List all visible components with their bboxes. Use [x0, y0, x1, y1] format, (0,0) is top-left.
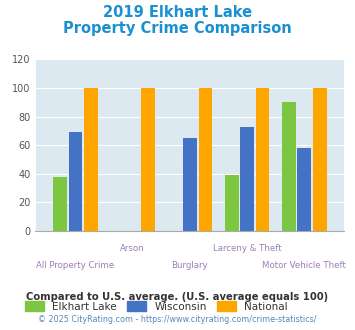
Text: Burglary: Burglary [171, 261, 208, 270]
Text: All Property Crime: All Property Crime [37, 261, 115, 270]
Text: Motor Vehicle Theft: Motor Vehicle Theft [262, 261, 346, 270]
Text: Arson: Arson [120, 244, 145, 253]
Bar [69, 132, 82, 231]
Bar [240, 127, 254, 231]
Bar [282, 102, 296, 231]
Bar [297, 148, 311, 231]
Bar [53, 177, 67, 231]
Text: 2019 Elkhart Lake: 2019 Elkhart Lake [103, 5, 252, 20]
Bar [256, 88, 269, 231]
Text: Larceny & Theft: Larceny & Theft [213, 244, 282, 253]
Bar [198, 88, 212, 231]
Bar [141, 88, 155, 231]
Bar [313, 88, 327, 231]
Text: Property Crime Comparison: Property Crime Comparison [63, 21, 292, 36]
Bar [84, 88, 98, 231]
Bar [225, 175, 239, 231]
Legend: Elkhart Lake, Wisconsin, National: Elkhart Lake, Wisconsin, National [25, 301, 288, 312]
Text: © 2025 CityRating.com - https://www.cityrating.com/crime-statistics/: © 2025 CityRating.com - https://www.city… [38, 315, 317, 324]
Text: Compared to U.S. average. (U.S. average equals 100): Compared to U.S. average. (U.S. average … [26, 292, 329, 302]
Bar [183, 138, 197, 231]
